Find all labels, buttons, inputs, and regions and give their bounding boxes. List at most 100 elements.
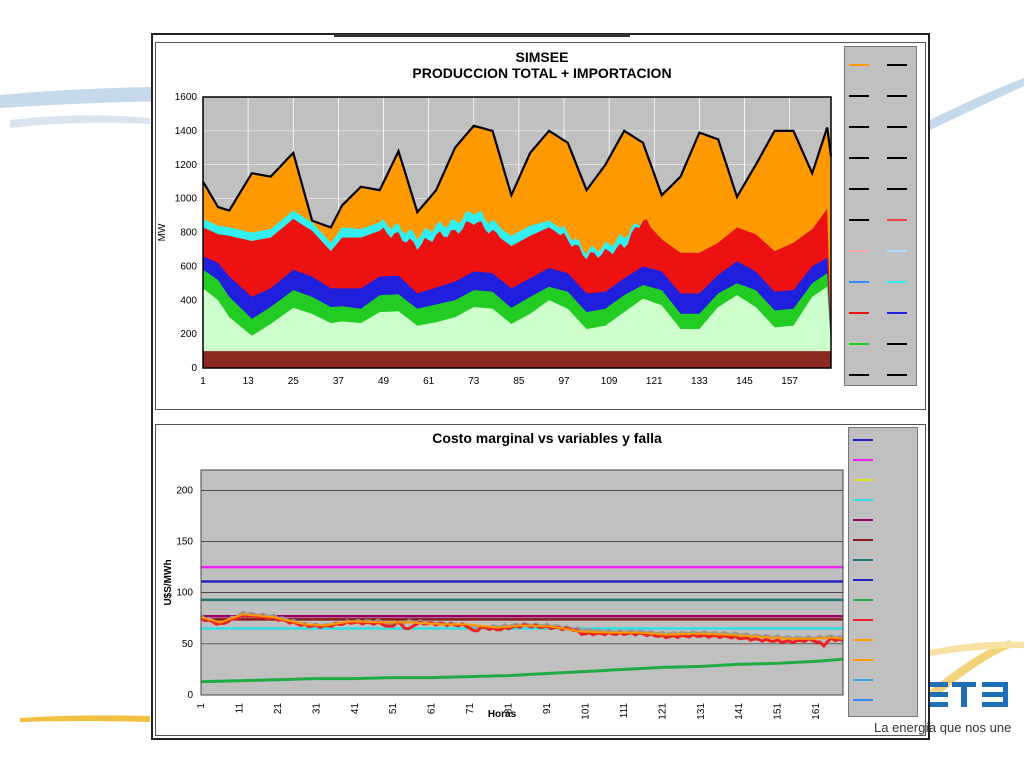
legend-entry [849, 278, 911, 286]
x-tick-label: 141 [734, 703, 745, 720]
legend-entry [853, 456, 915, 464]
y-tick-label: 1200 [175, 160, 198, 171]
legend-entry [849, 92, 911, 100]
x-tick-label: 13 [243, 376, 255, 387]
legend-swatch [849, 126, 869, 128]
x-tick-label: 91 [542, 703, 553, 715]
x-tick-label: 97 [558, 376, 570, 387]
legend-swatch [853, 559, 873, 561]
x-axis-label: Horas [488, 709, 517, 720]
legend-entry [853, 656, 915, 664]
x-tick-label: 109 [601, 376, 618, 387]
legend-entry [849, 61, 911, 69]
legend-swatch [887, 343, 907, 345]
plot-border [202, 96, 832, 369]
frame-top-bar [334, 34, 630, 37]
legend-entry [849, 371, 911, 379]
legend-swatch [887, 281, 907, 283]
legend-entry [853, 636, 915, 644]
x-tick-label: 73 [468, 376, 480, 387]
legend-swatch [849, 157, 869, 159]
legend-entry [853, 496, 915, 504]
x-tick-label: 11 [234, 703, 245, 714]
y-axis-label: U$S/MWh [163, 559, 174, 605]
legend-swatch [853, 519, 873, 521]
x-tick-label: 81 [504, 703, 515, 715]
legend-swatch [849, 219, 869, 221]
legend-swatch [849, 188, 869, 190]
legend-entry [849, 154, 911, 162]
marginal-cost-legend [848, 427, 918, 717]
y-tick-label: 1000 [175, 194, 198, 205]
x-tick-label: 71 [465, 703, 476, 715]
x-tick-label: 41 [350, 703, 361, 715]
y-tick-label: 0 [191, 363, 197, 374]
legend-entry [853, 436, 915, 444]
legend-swatch [887, 126, 907, 128]
y-tick-label: 400 [180, 295, 197, 306]
legend-entry [849, 123, 911, 131]
legend-entry [853, 516, 915, 524]
x-tick-label: 157 [781, 376, 798, 387]
series-line [200, 657, 844, 684]
legend-swatch [853, 599, 873, 601]
chart1-subtitle: PRODUCCION TOTAL + IMPORTACION [412, 65, 672, 81]
x-tick-label: 49 [378, 376, 390, 387]
legend-entry [853, 556, 915, 564]
x-tick-label: 21 [273, 703, 284, 715]
y-tick-label: 200 [180, 329, 197, 340]
x-tick-label: 101 [580, 703, 591, 720]
plot-border [200, 469, 844, 696]
legend-swatch [853, 479, 873, 481]
legend-swatch [853, 619, 873, 621]
x-tick-label: 161 [811, 703, 822, 720]
legend-swatch [849, 374, 869, 376]
x-tick-label: 145 [736, 376, 753, 387]
legend-entry [849, 247, 911, 255]
legend-swatch [849, 95, 869, 97]
x-tick-label: 85 [513, 376, 525, 387]
y-tick-label: 200 [176, 485, 193, 496]
total-production-line [202, 124, 833, 229]
x-tick-label: 133 [691, 376, 708, 387]
x-tick-label: 31 [311, 703, 322, 715]
legend-entry [853, 536, 915, 544]
legend-swatch [853, 579, 873, 581]
x-tick-label: 51 [388, 703, 399, 715]
chart1-title: SIMSEE [515, 49, 569, 65]
x-tick-label: 1 [196, 703, 207, 709]
x-tick-label: 121 [657, 703, 668, 720]
x-tick-label: 151 [773, 703, 784, 720]
y-tick-label: 1400 [175, 126, 198, 137]
production-legend [844, 46, 917, 386]
y-tick-label: 50 [182, 639, 194, 650]
legend-entry [853, 616, 915, 624]
x-tick-label: 131 [696, 703, 707, 720]
legend-swatch [887, 374, 907, 376]
legend-entry [849, 309, 911, 317]
chart2-title: Costo marginal vs variables y falla [432, 430, 662, 446]
layer-light-green [203, 286, 831, 368]
y-tick-label: 1600 [175, 92, 198, 103]
x-tick-label: 61 [423, 376, 435, 387]
legend-swatch [887, 95, 907, 97]
x-tick-label: 25 [288, 376, 300, 387]
production-area-chart: 0 200 400 600 800 1000 1200 1400 1600 1 13 25 37 49 61… [157, 92, 833, 387]
legend-entry [849, 185, 911, 193]
legend-entry [849, 216, 911, 224]
x-tick-label: 121 [646, 376, 663, 387]
legend-entry [853, 476, 915, 484]
legend-swatch [849, 312, 869, 314]
legend-swatch [849, 64, 869, 66]
legend-swatch [849, 343, 869, 345]
x-tick-label: 37 [333, 376, 345, 387]
series-line [200, 613, 844, 640]
x-tick-label: 111 [619, 703, 630, 719]
legend-entry [849, 340, 911, 348]
legend-swatch [853, 659, 873, 661]
legend-swatch [849, 281, 869, 283]
y-axis-label: MW [157, 223, 168, 241]
legend-swatch [887, 188, 907, 190]
y-tick-label: 0 [187, 690, 193, 701]
legend-swatch [887, 157, 907, 159]
